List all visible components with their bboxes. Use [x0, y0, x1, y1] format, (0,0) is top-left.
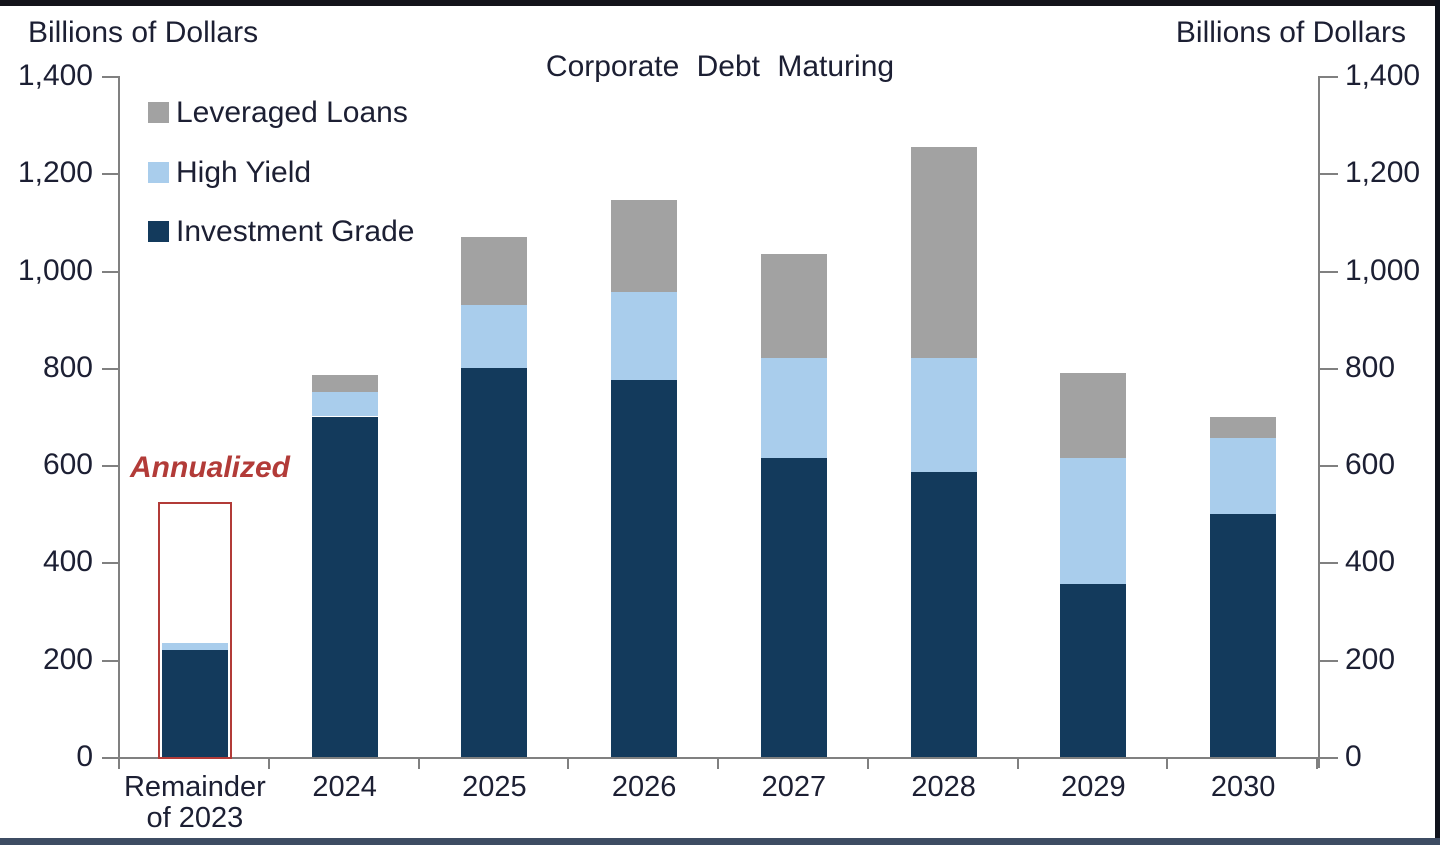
- bar-segment-investment-grade: [161, 649, 228, 757]
- right-edge-strip: [1435, 0, 1440, 845]
- bar-segment-high-yield: [311, 392, 378, 417]
- left-y-tick: [102, 562, 120, 565]
- left-y-tick-label: 600: [42, 448, 93, 482]
- left-y-axis-line: [118, 76, 120, 768]
- bar-segment-high-yield: [910, 358, 977, 473]
- bottom-edge-strip: [0, 838, 1440, 845]
- bar-segment-high-yield: [1060, 457, 1127, 585]
- right-y-tick: [1320, 270, 1338, 273]
- left-y-tick: [102, 757, 120, 759]
- legend-label-high-yield: High Yield: [176, 155, 312, 189]
- left-y-tick-label: 400: [42, 545, 93, 579]
- right-y-axis-line: [1318, 76, 1320, 768]
- right-y-tick: [1320, 659, 1338, 662]
- legend-label-investment-grade: Investment Grade: [176, 215, 415, 248]
- x-category-label: 2028: [911, 771, 976, 803]
- legend-swatch-investment-grade: [148, 221, 169, 242]
- x-axis-baseline: [102, 757, 1336, 759]
- x-axis-tick: [267, 757, 270, 769]
- chart-title: Corporate Debt Maturing: [545, 50, 895, 83]
- bar-segment-leveraged-loans: [1060, 372, 1127, 458]
- left-y-tick: [102, 270, 120, 273]
- x-category-label: Remainder of 2023: [123, 771, 266, 834]
- bar-segment-leveraged-loans: [311, 375, 378, 393]
- left-y-tick-label: 1,200: [17, 156, 93, 190]
- right-y-tick-label: 800: [1345, 350, 1396, 384]
- left-y-tick: [102, 465, 120, 468]
- annualized-outline-box: [157, 501, 232, 759]
- right-y-tick-label: 600: [1345, 448, 1396, 482]
- bar-segment-high-yield: [1210, 438, 1277, 514]
- left-y-tick-label: 800: [42, 350, 93, 384]
- right-y-tick: [1320, 562, 1338, 565]
- left-y-tick-label: 0: [76, 740, 93, 773]
- x-category-label: 2025: [462, 771, 527, 803]
- left-y-tick-label: 1,400: [17, 59, 93, 92]
- x-category-label: 2029: [1061, 771, 1126, 803]
- x-category-label: 2024: [312, 771, 377, 803]
- left-axis-units-title: Billions of Dollars: [28, 16, 259, 49]
- x-category-label: 2027: [761, 771, 827, 803]
- right-y-tick-label: 400: [1345, 545, 1396, 579]
- legend-swatch-high-yield: [148, 161, 169, 183]
- x-axis-tick: [417, 757, 420, 769]
- x-axis-tick: [1166, 757, 1169, 769]
- bar-segment-high-yield: [461, 304, 528, 368]
- bar-segment-leveraged-loans: [461, 236, 528, 305]
- left-y-tick: [102, 173, 120, 176]
- legend-swatch-leveraged-loans: [148, 102, 169, 123]
- left-y-tick: [102, 76, 120, 78]
- top-edge-strip: [0, 0, 1440, 6]
- x-axis-tick: [567, 757, 570, 769]
- bar-segment-investment-grade: [1210, 513, 1277, 757]
- bar-segment-leveraged-loans: [760, 253, 827, 359]
- bar-segment-leveraged-loans: [1210, 416, 1277, 439]
- left-y-tick-label: 200: [42, 642, 93, 676]
- right-y-tick-label: 200: [1345, 642, 1396, 676]
- bar-segment-high-yield: [161, 642, 228, 650]
- legend-label-leveraged-loans: Leveraged Loans: [176, 96, 408, 129]
- right-y-tick: [1320, 367, 1338, 370]
- right-y-tick: [1320, 465, 1338, 468]
- right-y-tick-label: 1,000: [1345, 253, 1421, 287]
- bar-segment-investment-grade: [760, 457, 827, 757]
- right-y-tick: [1320, 757, 1338, 759]
- x-axis-tick: [1316, 757, 1318, 769]
- left-y-tick-label: 1,000: [17, 253, 93, 287]
- right-y-tick-label: 0: [1345, 740, 1362, 773]
- x-axis-tick: [118, 757, 120, 769]
- bar-segment-investment-grade: [1060, 584, 1127, 757]
- bar-segment-investment-grade: [611, 380, 678, 757]
- left-y-tick: [102, 659, 120, 662]
- right-y-tick-label: 1,200: [1345, 156, 1421, 190]
- right-y-tick-label: 1,400: [1345, 59, 1421, 92]
- bar-segment-investment-grade: [461, 367, 528, 757]
- x-category-label: 2030: [1210, 771, 1276, 803]
- x-axis-tick: [1016, 757, 1019, 769]
- bar-segment-investment-grade: [910, 472, 977, 757]
- right-y-tick: [1320, 76, 1338, 78]
- x-axis-tick: [866, 757, 869, 769]
- right-axis-units-title: Billions of Dollars: [1175, 16, 1406, 49]
- annualized-label: Annualized: [130, 451, 291, 484]
- left-y-tick: [102, 367, 120, 370]
- x-category-label: 2026: [611, 771, 677, 803]
- right-y-tick: [1320, 173, 1338, 176]
- bar-segment-leveraged-loans: [910, 146, 977, 359]
- bar-segment-high-yield: [611, 292, 678, 380]
- bar-segment-leveraged-loans: [611, 200, 678, 293]
- bar-segment-investment-grade: [311, 416, 378, 757]
- x-axis-tick: [717, 757, 719, 769]
- bar-segment-high-yield: [760, 358, 827, 458]
